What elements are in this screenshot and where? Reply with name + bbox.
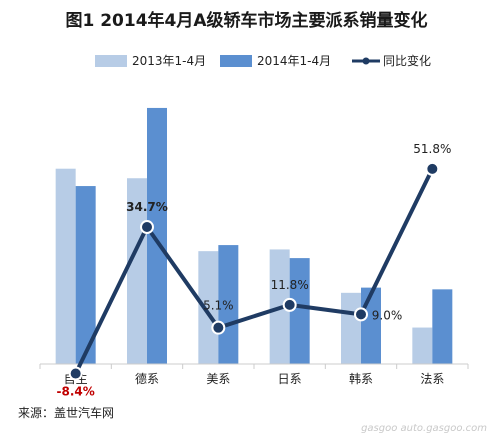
x-axis-labels: 自主德系美系日系韩系法系 bbox=[64, 371, 445, 386]
yoy-label-1: 34.7% bbox=[126, 200, 168, 214]
legend-label-2014: 2014年1-4月 bbox=[257, 54, 331, 68]
legend-line-marker bbox=[362, 57, 370, 65]
legend-swatch-2013 bbox=[95, 55, 127, 67]
legend-label-yoy: 同比变化 bbox=[383, 53, 431, 68]
bar-2013-2 bbox=[198, 251, 219, 364]
watermark: gasgoo auto.gasgoo.com bbox=[361, 423, 487, 434]
legend: 2013年1-4月 2014年1-4月 同比变化 bbox=[95, 53, 431, 68]
yoy-labels-layer: -8.4% 34.7% 5.1% 11.8% 9.0% 51.8% bbox=[57, 142, 452, 399]
legend-label-2013: 2013年1-4月 bbox=[132, 54, 206, 68]
x-axis-ticks bbox=[39, 364, 469, 369]
x-tick-label-4: 韩系 bbox=[349, 371, 373, 386]
x-tick-label-5: 法系 bbox=[420, 372, 444, 386]
chart-title: 图1 2014年4月A级轿车市场主要派系销量变化 bbox=[65, 11, 428, 31]
yoy-label-5: 51.8% bbox=[413, 142, 451, 156]
yoy-point-5 bbox=[425, 161, 440, 176]
yoy-label-3: 11.8% bbox=[271, 278, 309, 292]
yoy-line bbox=[73, 167, 435, 375]
yoy-point-2 bbox=[211, 320, 226, 335]
bar-2014-0 bbox=[75, 186, 96, 364]
bar-2013-4 bbox=[341, 292, 361, 364]
x-tick-label-2: 美系 bbox=[206, 372, 230, 386]
bar-2014-1 bbox=[147, 107, 167, 364]
bar-2014-5 bbox=[432, 289, 453, 364]
x-tick-label-1: 德系 bbox=[135, 371, 159, 386]
bar-2013-5 bbox=[412, 327, 433, 364]
source-note: 来源：盖世汽车网 bbox=[18, 406, 115, 420]
bars-layer bbox=[55, 107, 453, 364]
x-tick-label-3: 日系 bbox=[278, 372, 302, 386]
bar-2013-0 bbox=[55, 168, 76, 364]
bar-2014-3 bbox=[289, 258, 310, 364]
yoy-line-layer bbox=[68, 161, 440, 381]
yoy-label-2: 5.1% bbox=[203, 299, 234, 313]
yoy-point-4 bbox=[354, 307, 368, 322]
legend-swatch-2014 bbox=[220, 55, 252, 67]
yoy-point-0 bbox=[68, 366, 83, 381]
yoy-point-1 bbox=[140, 220, 154, 235]
bar-2014-2 bbox=[218, 245, 239, 364]
bar-2014-4 bbox=[361, 287, 381, 364]
yoy-label-4: 9.0% bbox=[372, 308, 403, 322]
yoy-point-3 bbox=[282, 297, 297, 312]
yoy-label-0: -8.4% bbox=[57, 385, 95, 399]
